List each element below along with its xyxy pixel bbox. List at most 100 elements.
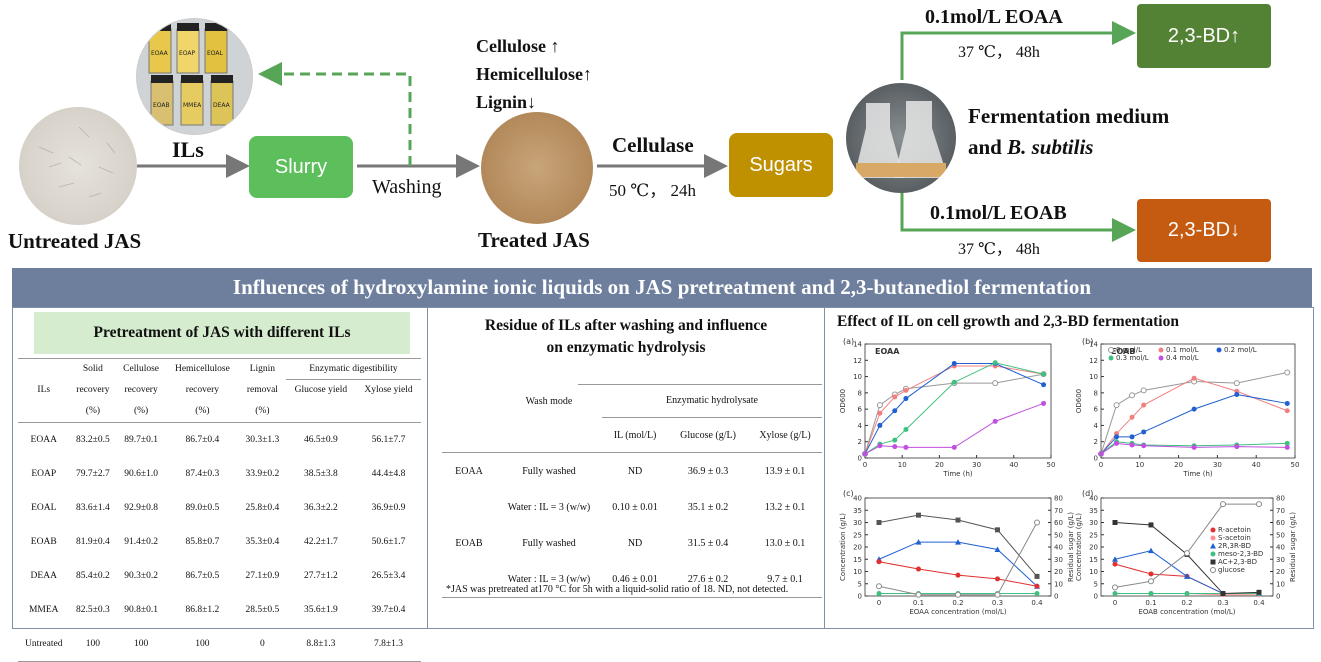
legend-marker [1158, 347, 1164, 353]
data-point [1098, 451, 1104, 457]
vial-label: EOAP [179, 50, 196, 57]
y2-tick-label: 0 [1054, 593, 1058, 601]
y2-tick-label: 80 [1276, 495, 1285, 503]
data-point [903, 387, 909, 393]
table-header-row: Solid Cellulose Hemicellulose Lignin Enz… [18, 358, 421, 380]
data-point [1112, 520, 1118, 525]
legend-marker [1158, 355, 1164, 361]
vial-label: EOAL [207, 50, 224, 57]
x-tick-label: 50 [1047, 461, 1056, 469]
sugars-box: Sugars [729, 133, 833, 197]
data-point [1141, 429, 1147, 435]
data-point [1129, 434, 1135, 440]
data-point [955, 591, 961, 598]
y2-tick-label: 60 [1276, 519, 1285, 527]
bd-up-box: 2,3-BD↑ [1137, 4, 1271, 68]
y2-tick-label: 10 [1054, 580, 1063, 588]
y-tick-label: 30 [853, 519, 862, 527]
y-tick-label: 0 [1094, 455, 1098, 463]
data-point [903, 396, 909, 402]
legend-marker [1210, 567, 1216, 573]
x-tick-label: 50 [1291, 461, 1300, 469]
data-point [892, 444, 898, 450]
composition-changes: Cellulose ↑ Hemicellulose↑ Lignin↓ [476, 32, 592, 116]
series-line [878, 514, 1038, 577]
x-tick-label: 0.3 [1217, 599, 1228, 607]
y-tick-label: 40 [1089, 495, 1098, 503]
hydrolysis-table: Wash mode Enzymatic hydrolysate IL (mol/… [442, 384, 822, 598]
y-tick-label: 25 [1089, 531, 1098, 539]
eoaa-condition: 37 ℃， 48h [958, 44, 1040, 61]
data-point [1112, 561, 1118, 567]
x-tick-label: 0 [863, 461, 867, 469]
data-point [1148, 578, 1154, 585]
x-tick-label: 0 [1113, 599, 1117, 607]
plot-frame [864, 343, 1052, 459]
x-tick-label: 0.1 [913, 599, 924, 607]
table-row: EOAP 79.7±2.7 90.6±1.0 87.4±0.3 33.9±0.2 38.5… [31, 469, 406, 479]
y-tick-label: 12 [853, 357, 862, 365]
y2-axis-label: Residual sugar (g/L) [1067, 512, 1075, 582]
change-cellulose: Cellulose ↑ [476, 36, 560, 56]
fermentation-flask-photo [846, 83, 956, 193]
y2-tick-label: 10 [1276, 580, 1285, 588]
data-point [1191, 406, 1197, 412]
data-point [995, 576, 1000, 582]
data-point [1284, 440, 1290, 446]
y-tick-label: 5 [858, 580, 862, 588]
legend-label: 2R,3R-BD [1218, 542, 1251, 550]
x-tick-label: 0.3 [992, 599, 1003, 607]
legend-marker [1210, 551, 1216, 557]
vial-label: EOAB [153, 102, 170, 109]
x-tick-label: 40 [1009, 461, 1018, 469]
y-tick-label: 0 [858, 455, 862, 463]
y-tick-label: 12 [1089, 357, 1098, 365]
y2-axis-label: Residual sugar (g/L) [1289, 512, 1297, 582]
data-point [916, 512, 921, 518]
series-line [864, 363, 1044, 455]
x-tick-label: 10 [898, 461, 907, 469]
y-tick-label: 14 [1089, 341, 1098, 349]
y-tick-label: 8 [1094, 389, 1098, 397]
data-point [1129, 442, 1135, 448]
banner-title: Influences of hydroxylamine ionic liquid… [12, 268, 1312, 307]
table-row: Water : IL = 3 (w/w) 0.46 ± 0.01 27.6 ± 0.… [442, 561, 822, 598]
y-tick-label: 10 [853, 373, 862, 381]
table2-panel: Residue of ILs after washing and influen… [427, 307, 825, 629]
table-row: EOAB 81.9±0.4 91.4±0.2 85.8±0.7 35.3±0.4 42.2… [30, 537, 406, 547]
y-axis-label: OD600 [839, 389, 847, 413]
data-point [876, 591, 882, 597]
legend-label: glucose [1218, 566, 1245, 574]
data-point [915, 539, 922, 545]
data-point [1234, 391, 1240, 397]
data-point [1148, 591, 1154, 597]
data-point [1256, 501, 1262, 508]
y-tick-label: 20 [1089, 544, 1098, 552]
data-point [955, 517, 961, 523]
x-axis-label: EOAA concentration (mol/L) [909, 608, 1007, 616]
y-axis-label: OD600 [1075, 389, 1083, 413]
data-point [1234, 444, 1240, 450]
eoaa-label: 0.1mol/L EOAA [925, 6, 1063, 28]
data-point [1284, 444, 1290, 450]
ils-vials-photo: EOAA EOAP EOAL EOAB MMEA DEAA [136, 18, 253, 135]
x-tick-label: 0.2 [1181, 599, 1192, 607]
y-tick-label: 4 [1094, 422, 1099, 430]
data-point [1148, 522, 1154, 528]
y2-tick-label: 70 [1276, 507, 1285, 515]
vial-label: DEAA [213, 102, 231, 109]
data-point [1148, 571, 1154, 577]
data-point [951, 379, 957, 385]
table-row: EOAB Fully washed ND 31.5 ± 0.4 13.0 ± 0.1 [455, 537, 806, 549]
bd-down-box: 2,3-BD↓ [1137, 199, 1271, 262]
legend-label: S-acetoin [1218, 534, 1251, 542]
change-lignin: Lignin↓ [476, 92, 537, 112]
data-point [1148, 547, 1154, 554]
x-axis-label: EOAB concentration (mol/L) [1138, 608, 1235, 616]
vial-label: EOAA [151, 50, 169, 57]
x-tick-label: 0.4 [1031, 599, 1043, 607]
data-point [1112, 591, 1118, 597]
table1-panel: Pretreatment of JAS with different ILs S… [12, 307, 428, 662]
data-point [951, 444, 957, 450]
x-axis-label: Time (h) [942, 470, 973, 478]
